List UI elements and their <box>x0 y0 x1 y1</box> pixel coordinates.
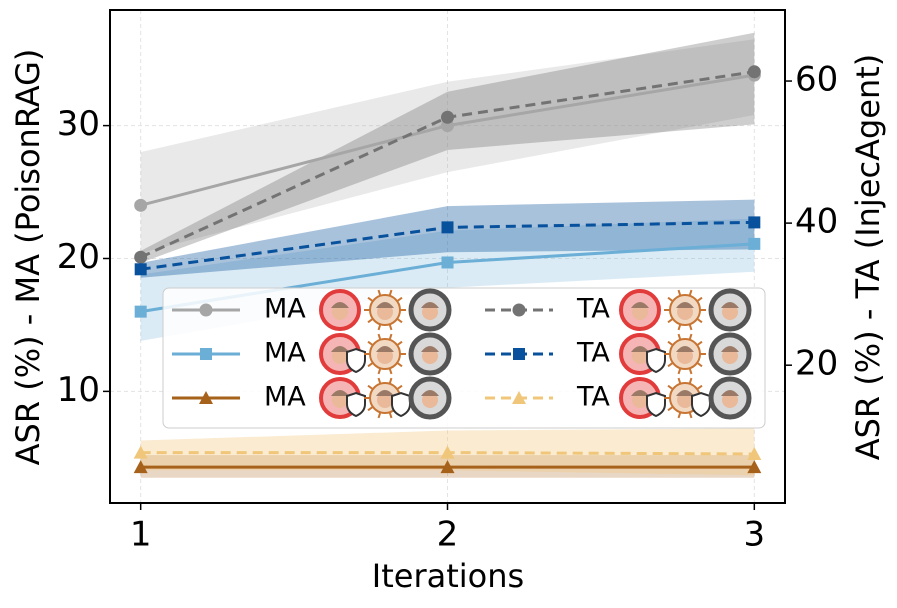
y-tick-label: 10 <box>57 370 100 410</box>
legend-hair <box>721 390 739 396</box>
legend-marker <box>199 303 213 317</box>
point <box>134 305 147 318</box>
legend-hair <box>421 302 439 308</box>
point <box>134 263 147 276</box>
legend-shield <box>691 391 711 418</box>
y2-tick-label: 60 <box>795 60 838 100</box>
legend-hair <box>676 346 694 352</box>
point <box>441 256 454 269</box>
legend-hair <box>421 346 439 352</box>
y2-axis-label: ASR (%) - TA (InjecAgent) <box>849 54 887 461</box>
point <box>747 460 762 474</box>
legend-marker <box>199 391 213 404</box>
legend-hair <box>721 302 739 308</box>
point <box>440 445 455 459</box>
legend-hair <box>721 346 739 352</box>
error-band <box>140 199 755 278</box>
legend-label: MA <box>264 382 306 413</box>
legend-hair <box>331 390 349 396</box>
legend-hair <box>631 302 649 308</box>
legend-hair <box>631 390 649 396</box>
y-tick-label: 20 <box>57 237 100 277</box>
point <box>748 216 761 229</box>
legend-marker <box>200 348 212 360</box>
y2-tick-label: 20 <box>795 344 838 384</box>
point <box>133 460 148 474</box>
point <box>134 250 148 264</box>
legend-label: MA <box>264 338 306 369</box>
legend-hair <box>376 390 394 396</box>
legend-shield <box>346 391 366 418</box>
x-axis-label: Iterations <box>372 557 524 595</box>
point <box>440 460 455 474</box>
legend-hair <box>631 346 649 352</box>
legend-marker <box>512 391 526 404</box>
legend-hair <box>676 390 694 396</box>
legend-label: TA <box>576 294 610 325</box>
point <box>441 221 454 234</box>
legend-shield <box>646 391 666 418</box>
x-tick-label: 3 <box>743 515 765 555</box>
legend-marker <box>512 303 526 317</box>
error-band <box>140 39 755 254</box>
legend-shield <box>646 347 666 374</box>
legend-shield <box>391 391 411 418</box>
legend-hair <box>676 302 694 308</box>
y2-tick-label: 40 <box>795 202 838 242</box>
legend-hair <box>376 346 394 352</box>
x-tick-label: 1 <box>130 515 152 555</box>
x-tick-label: 2 <box>437 515 459 555</box>
legend-label: MA <box>264 294 306 325</box>
legend-box <box>162 287 766 429</box>
y-tick-label: 30 <box>57 104 100 144</box>
point <box>133 445 148 459</box>
point <box>441 110 454 124</box>
legend-hair <box>376 302 394 308</box>
legend-hair <box>421 390 439 396</box>
legend-label: TA <box>576 382 610 413</box>
point <box>748 237 761 250</box>
legend-hair <box>331 346 349 352</box>
point <box>134 198 148 212</box>
legend-shield <box>346 347 366 374</box>
legend: MA MA MA TA TA TA <box>162 287 766 429</box>
point <box>747 65 761 79</box>
legend-label: TA <box>576 338 610 369</box>
legend-marker <box>513 348 525 360</box>
error-band <box>140 32 755 263</box>
y-axis-label: ASR (%) - MA (PoisonRAG) <box>9 49 47 466</box>
point <box>747 446 762 460</box>
legend-hair <box>331 302 349 308</box>
